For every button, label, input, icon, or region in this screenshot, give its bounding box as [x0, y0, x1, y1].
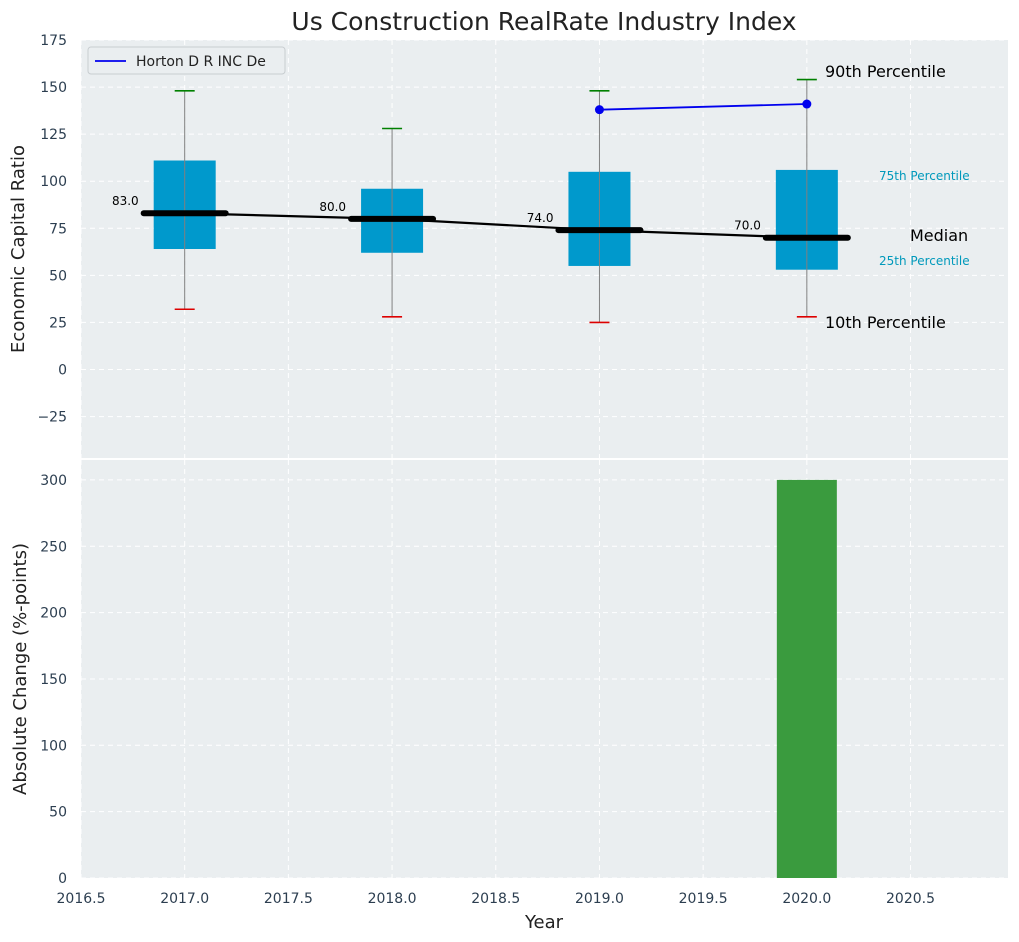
p25-annotation: 25th Percentile [879, 254, 970, 268]
top-y-tick-label: 25 [49, 315, 67, 331]
bottom-y-tick-label: 50 [49, 805, 67, 821]
bottom-plot-area [81, 460, 1008, 878]
median-trend-line [184, 212, 807, 239]
top-y-tick-label: 0 [58, 363, 67, 379]
legend: Horton D R INC De [87, 46, 286, 75]
x-tick-label: 2016.5 [57, 891, 106, 907]
top-marks: 83.0 80.0 74.0 70.0 [112, 78, 851, 324]
top-plot-area [81, 40, 1008, 458]
change-bar [776, 479, 837, 878]
top-y-tick-label: 50 [49, 268, 67, 284]
legend-box [87, 46, 286, 75]
bottom-y-tick-label: 100 [40, 738, 67, 754]
median-value-label: 74.0 [527, 211, 554, 225]
x-tick-label: 2017.0 [160, 891, 209, 907]
bottom-y-axis-label: Absolute Change (%-points) [10, 543, 31, 795]
company-series-point [802, 99, 812, 109]
p10-annotation: 10th Percentile [825, 313, 946, 332]
bottom-marks [776, 479, 837, 878]
x-tick-label: 2020.5 [886, 891, 935, 907]
bottom-y-tick-label: 150 [40, 672, 67, 688]
company-series-point [594, 105, 604, 115]
top-y-tick-label: 75 [49, 221, 67, 237]
x-tick-label: 2019.5 [679, 891, 728, 907]
x-tick-label: 2020.0 [782, 891, 831, 907]
median-value-label: 80.0 [319, 200, 346, 214]
legend-label: Horton D R INC De [136, 54, 266, 70]
chart-title: Us Construction RealRate Industry Index [291, 7, 796, 36]
x-tick-label: 2018.5 [471, 891, 520, 907]
p75-annotation: 75th Percentile [879, 169, 970, 183]
median-value-label: 70.0 [734, 219, 761, 233]
top-y-tick-label: 100 [40, 174, 67, 190]
bottom-y-tick-label: 300 [40, 473, 67, 489]
median-value-label: 83.0 [112, 194, 139, 208]
bottom-y-tick-label: 0 [58, 871, 67, 887]
top-y-tick-label: −25 [37, 410, 67, 426]
x-tick-label: 2019.0 [575, 891, 624, 907]
median-annotation: Median [910, 226, 968, 245]
top-y-tick-label: 150 [40, 80, 67, 96]
p90-annotation: 90th Percentile [825, 62, 946, 81]
bottom-grid [80, 460, 1008, 879]
top-y-tick-label: 175 [40, 33, 67, 49]
company-series-line [599, 103, 807, 111]
top-y-tick-label: 125 [40, 127, 67, 143]
x-axis-label: Year [524, 912, 564, 933]
bottom-y-tick-label: 200 [40, 606, 67, 622]
axis-ticks: 2016.5 2017.0 2017.5 2018.0 2018.5 2019.0 2019… [37, 33, 935, 907]
x-tick-label: 2018.0 [368, 891, 417, 907]
x-tick-label: 2017.5 [264, 891, 313, 907]
top-y-axis-label: Economic Capital Ratio [8, 145, 29, 353]
bottom-y-tick-label: 250 [40, 539, 67, 555]
